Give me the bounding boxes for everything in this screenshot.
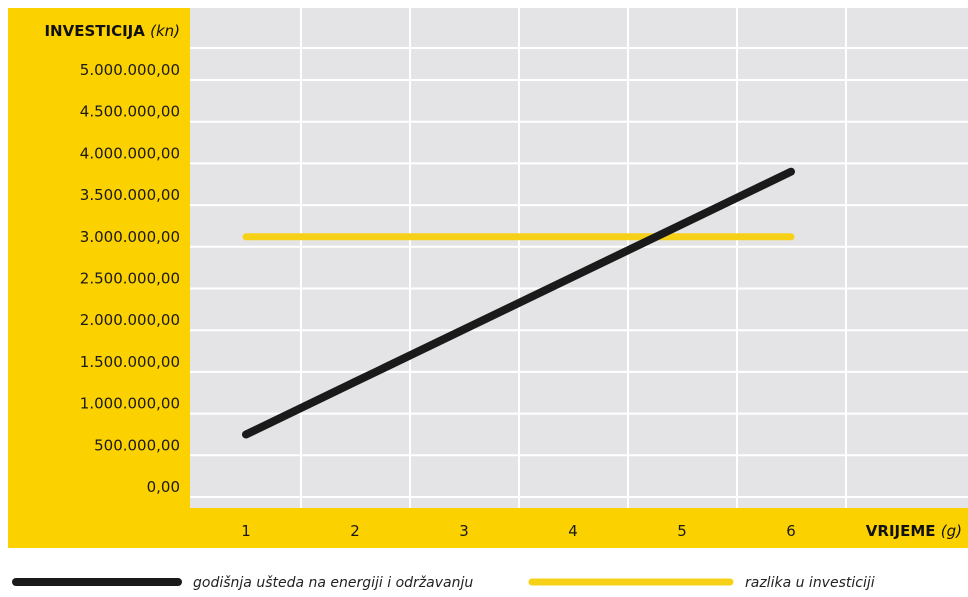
x-tick-label: 6	[786, 522, 796, 540]
x-tick-label: 4	[568, 522, 578, 540]
series-layer	[242, 167, 795, 439]
legend-label-savings: godišnja ušteda na energiji i održavanju	[193, 575, 473, 591]
y-tick-label: 4.000.000,00	[80, 144, 180, 162]
y-tick-labels: 0,00 500.000,00 1.000.000,00 1.500.000,00 2.…	[80, 61, 180, 496]
x-tick-label: 1	[241, 522, 251, 540]
y-tick-label: 2.000.000,00	[80, 311, 180, 329]
y-tick-label: 2.500.000,00	[80, 270, 180, 288]
y-tick-label: 1.500.000,00	[80, 353, 180, 371]
plot-area	[190, 8, 968, 508]
x-axis-title: VRIJEME (g)	[866, 522, 962, 540]
y-tick-label: 4.500.000,00	[80, 103, 180, 121]
y-tick-label: 0,00	[147, 478, 180, 496]
x-tick-labels: 1 2 3 4 5 6	[241, 522, 796, 540]
series-line-savings	[242, 167, 795, 439]
x-tick-label: 5	[677, 522, 687, 540]
legend: godišnja ušteda na energiji i održavanju…	[12, 575, 875, 591]
y-axis-title-unit: (kn)	[150, 22, 180, 40]
x-tick-label: 2	[350, 522, 360, 540]
x-axis-title-main: VRIJEME	[866, 522, 936, 540]
x-axis-band	[8, 508, 968, 548]
x-axis-title-unit: (g)	[941, 522, 962, 540]
y-tick-label: 5.000.000,00	[80, 61, 180, 79]
y-axis-title: INVESTICIJA (kn)	[44, 22, 180, 40]
y-tick-label: 3.000.000,00	[80, 228, 180, 246]
y-axis-band	[8, 8, 190, 548]
y-tick-label: 3.500.000,00	[80, 186, 180, 204]
y-tick-label: 500.000,00	[94, 436, 180, 454]
y-tick-label: 1.000.000,00	[80, 395, 180, 413]
legend-label-investment-difference: razlika u investiciji	[745, 575, 875, 591]
grid-lines	[190, 8, 968, 508]
x-tick-label: 3	[459, 522, 469, 540]
y-axis-title-main: INVESTICIJA	[44, 22, 145, 40]
